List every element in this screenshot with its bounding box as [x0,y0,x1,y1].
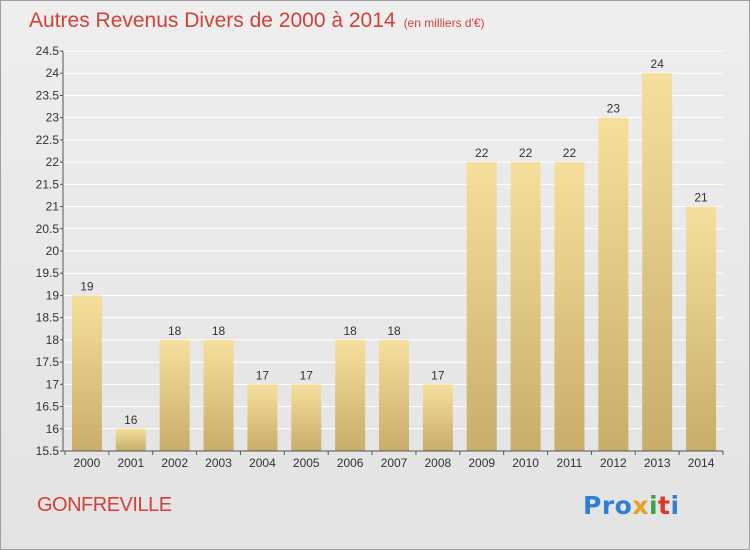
x-tick-label: 2003 [205,456,232,470]
bar-2011 [554,162,585,451]
x-tick-label: 2008 [425,456,452,470]
bar-value-label: 22 [475,146,489,160]
bar-2003 [203,339,234,451]
bar-2010 [510,162,541,451]
bar-2005 [291,384,322,451]
bar-value-label: 18 [387,324,401,338]
bar-2004 [247,384,278,451]
y-tick-label: 19.5 [36,266,60,280]
x-tick-label: 2005 [293,456,320,470]
bar-2006 [335,339,366,451]
bar-value-label: 18 [343,324,357,338]
y-tick-label: 24 [46,66,60,80]
bars [71,73,717,452]
bar-value-label: 23 [607,102,621,116]
x-tick-label: 2002 [161,456,188,470]
x-tick-label: 2009 [468,456,495,470]
y-tick-label: 16 [46,422,60,436]
x-tick-label: 2001 [117,456,144,470]
x-axis-tick-labels: 2000 2001 2002 2003 2004 2005 2006 2007 2008 2009… [74,456,715,470]
y-tick-label: 20.5 [36,222,60,236]
city-name: GONFREVILLE [37,494,172,516]
x-tick-label: 2010 [512,456,539,470]
proxiti-logo: Proxiti [583,491,680,520]
bar-2009 [466,162,497,451]
y-tick-label: 23 [46,111,60,125]
bar-value-label: 22 [519,146,533,160]
x-tick-label: 2004 [249,456,276,470]
bar-2013 [642,73,673,451]
x-tick-label: 2006 [337,456,364,470]
bar-value-label: 18 [168,324,182,338]
bar-2012 [598,117,629,452]
x-tick-label: 2012 [600,456,627,470]
bar-2008 [422,384,453,451]
y-tick-label: 17 [46,377,60,391]
y-tick-label: 18.5 [36,311,60,325]
x-tick-label: 2007 [381,456,408,470]
y-tick-label: 20 [46,244,60,258]
bar-value-label: 17 [256,368,270,382]
bar-value-label: 17 [300,368,314,382]
y-tick-label: 16.5 [36,400,60,414]
axes [60,50,724,455]
bar-2001 [115,428,146,451]
x-tick-label: 2014 [688,456,715,470]
bar-2014 [686,206,717,451]
bar-value-label: 21 [694,191,708,205]
y-tick-label: 23.5 [36,88,60,102]
x-tick-label: 2013 [644,456,671,470]
bar-value-label: 16 [124,413,138,427]
bar-value-label: 24 [651,57,665,71]
y-tick-label: 15.5 [36,444,60,458]
y-tick-label: 21.5 [36,177,60,191]
bar-2002 [159,339,190,451]
y-tick-label: 24.5 [36,44,60,58]
bar-value-labels: 19 16 18 18 17 17 18 18 17 22 22 22 23 24 21 [80,57,708,427]
y-tick-label: 21 [46,200,60,214]
bar-value-label: 17 [431,368,445,382]
bar-value-label: 18 [212,324,226,338]
y-tick-label: 22.5 [36,133,60,147]
y-tick-label: 22 [46,155,60,169]
chart-title: Autres Revenus Divers de 2000 à 2014 (en … [29,9,485,33]
y-tick-label: 18 [46,333,60,347]
chart-title-text: Autres Revenus Divers de 2000 à 2014 [29,9,396,32]
x-tick-label: 2011 [557,456,583,470]
y-tick-label: 19 [46,288,60,302]
bar-2000 [71,295,102,451]
y-axis-tick-labels: 15.5 16 16.5 17 17.5 18 18.5 19 19.5 20 20.5 21 21.5… [36,44,60,458]
bar-value-label: 19 [80,279,94,293]
y-tick-label: 17.5 [36,355,60,369]
chart-unit-label: (en milliers d'€) [403,16,485,30]
x-tick-label: 2000 [74,456,101,470]
bar-value-label: 22 [563,146,577,160]
bar-2007 [379,339,409,451]
